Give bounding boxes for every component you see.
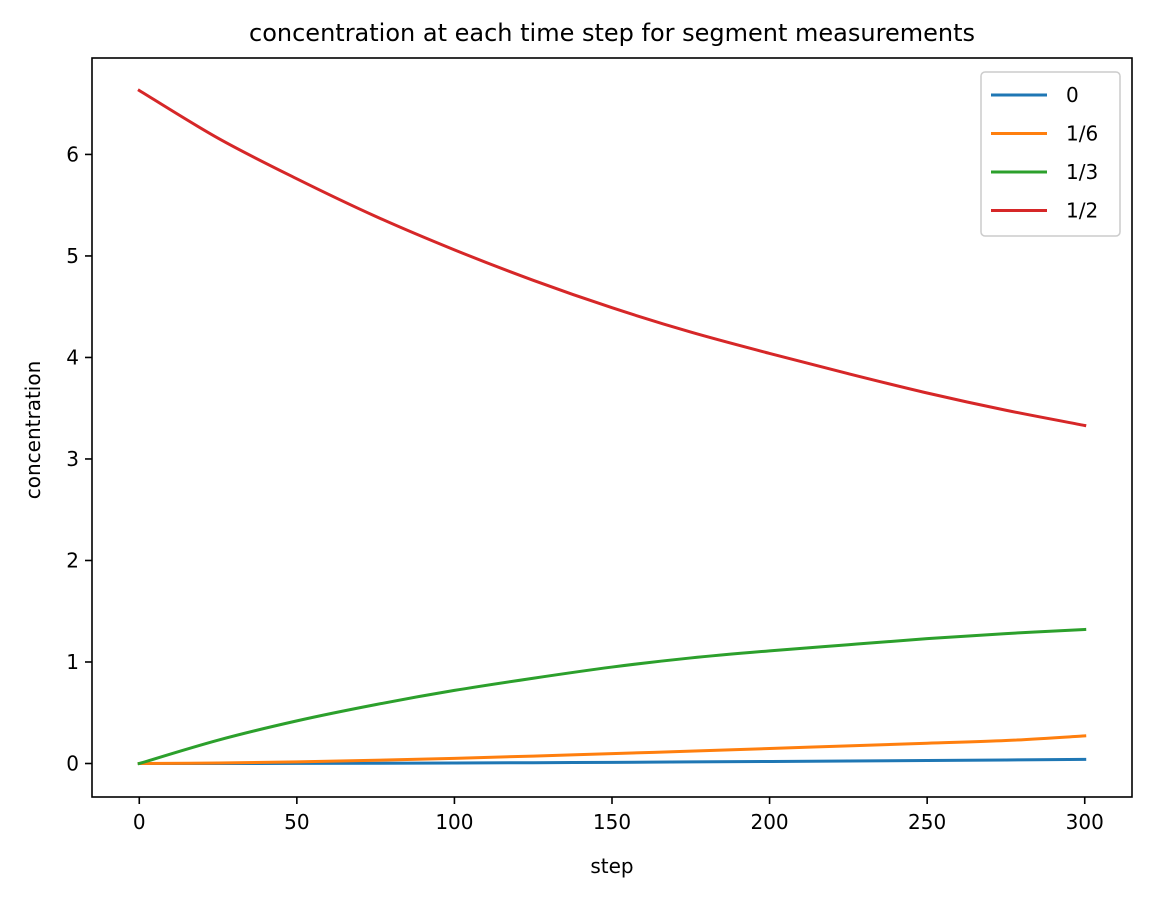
- series-layer: [137, 88, 1087, 766]
- legend-label-0: 0: [1066, 83, 1079, 107]
- chart-title: concentration at each time step for segm…: [249, 19, 975, 47]
- x-tick-label: 150: [593, 810, 631, 834]
- y-tick-label: 6: [66, 142, 79, 166]
- y-axis-title: concentration: [21, 361, 45, 500]
- x-tick-label: 50: [284, 810, 309, 834]
- legend-label-2: 1/3: [1066, 160, 1098, 184]
- series-line-1: [137, 734, 1087, 766]
- y-tick-label: 2: [66, 548, 79, 572]
- x-tick-label: 200: [750, 810, 788, 834]
- y-tick-label: 4: [66, 345, 79, 369]
- x-axis-title: step: [590, 854, 633, 878]
- y-tick-label: 5: [66, 244, 79, 268]
- x-axis-ticks: 0 50 100 150 200 250 300: [133, 797, 1104, 834]
- x-tick-label: 250: [908, 810, 946, 834]
- x-tick-label: 300: [1066, 810, 1104, 834]
- legend-items: 0 1/6 1/3 1/2: [991, 83, 1098, 223]
- x-tick-label: 0: [133, 810, 146, 834]
- legend-box: [980, 71, 1121, 237]
- legend-label-3: 1/2: [1066, 199, 1098, 223]
- series-line-3: [137, 88, 1087, 428]
- y-tick-label: 0: [66, 752, 79, 776]
- y-axis-ticks: 0 1 2 3 4 5 6: [66, 142, 92, 776]
- y-tick-label: 3: [66, 447, 79, 471]
- legend-label-1: 1/6: [1066, 122, 1098, 146]
- series-line-0: [137, 757, 1087, 766]
- x-tick-label: 100: [435, 810, 473, 834]
- series-line-2: [137, 627, 1087, 766]
- y-tick-label: 1: [66, 650, 79, 674]
- legend: 0 1/6 1/3 1/2: [980, 71, 1121, 237]
